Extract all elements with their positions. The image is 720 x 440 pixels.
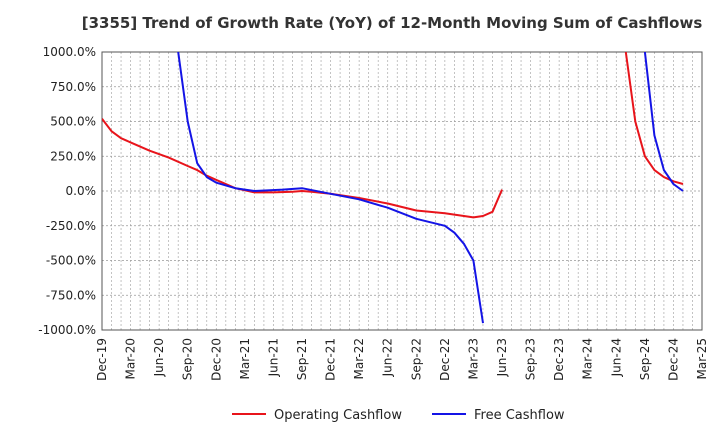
y-tick-label: -500.0% [46,254,96,268]
series-line-operating-cashflow [624,52,684,185]
grid-lines [102,51,702,331]
y-tick-label: 250.0% [50,149,96,163]
legend-label: Operating Cashflow [274,408,402,423]
y-tick-label: -250.0% [46,219,96,233]
x-tick-label: Sep-24 [638,338,652,380]
x-tick-label: Sep-23 [524,338,538,380]
y-tick-label: -750.0% [46,288,96,302]
plot-area-border [101,51,703,331]
x-tick-label: Dec-23 [552,338,566,381]
x-tick-label: Sep-21 [295,338,309,380]
x-tick-label: Mar-23 [466,338,480,379]
x-tick-label: Jun-23 [495,338,509,377]
x-tick-label: Mar-22 [352,338,366,379]
x-tick-label: Dec-19 [95,338,109,381]
x-tick-label: Dec-24 [666,338,680,381]
y-tick-label: -1000.0% [38,323,96,337]
y-tick-label: 0.0% [66,184,97,198]
series-line-operating-cashflow [102,118,503,219]
x-tick-label: Mar-24 [581,338,595,379]
x-tick-label: Dec-22 [438,338,452,381]
x-tick-label: Jun-24 [609,338,623,377]
x-tick-label: Dec-20 [209,338,223,381]
chart-title: [3355] Trend of Growth Rate (YoY) of 12-… [82,14,703,32]
x-tick-label: Mar-25 [695,338,709,379]
y-tick-label: 750.0% [50,80,96,94]
x-axis-ticks: Dec-19 Mar-20 Jun-20 Sep-20 Dec-20 Mar-21 Jun-… [95,338,709,381]
x-tick-label: Dec-21 [324,338,338,381]
x-tick-label: Mar-20 [124,338,138,379]
x-tick-label: Sep-22 [409,338,423,380]
x-tick-label: Jun-21 [266,338,280,377]
y-tick-label: 500.0% [50,115,96,129]
x-tick-label: Jun-22 [381,338,395,377]
series-lines [102,52,684,324]
legend: Operating Cashflow Free Cashflow [232,408,565,423]
series-line-free-cashflow [177,52,484,324]
x-tick-label: Mar-21 [238,338,252,379]
x-tick-label: Sep-20 [181,338,195,380]
legend-label: Free Cashflow [474,408,565,423]
y-tick-label: 1000.0% [43,45,96,59]
y-axis-ticks: 1000.0% 750.0% 500.0% 250.0% 0.0% -250.0% -500… [38,45,96,337]
x-tick-label: Jun-20 [152,338,166,377]
series-line-free-cashflow [643,52,684,192]
